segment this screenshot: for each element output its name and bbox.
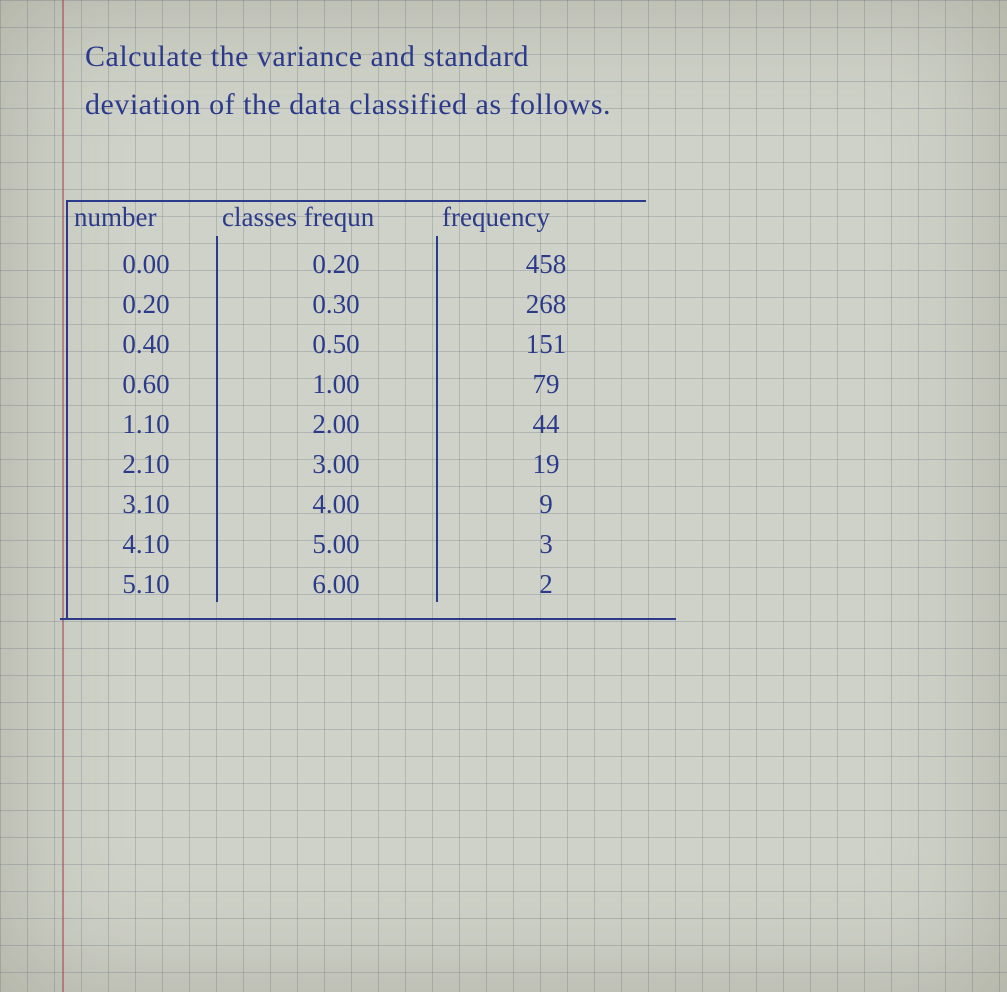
table-cell-lower: 0.20 [86,284,206,324]
table-cell-frequency: 3 [476,524,616,564]
table-cell-lower: 0.60 [86,364,206,404]
table-cell-lower: 5.10 [86,564,206,604]
table-cell-frequency: 268 [476,284,616,324]
table-cell-upper: 6.00 [256,564,416,604]
table-cell-frequency: 44 [476,404,616,444]
table-col-frequency: 458268151794419932 [476,244,616,604]
prompt-line-1: Calculate the variance and standard [85,40,987,74]
table-cell-upper: 1.00 [256,364,416,404]
table-cell-upper: 0.20 [256,244,416,284]
table-cell-upper: 5.00 [256,524,416,564]
table-border-bottom [60,618,676,620]
table-cell-lower: 0.40 [86,324,206,364]
table-col-sep-1 [216,236,218,602]
table-cell-frequency: 9 [476,484,616,524]
prompt-line-2: deviation of the data classified as foll… [85,88,987,122]
table-cell-frequency: 151 [476,324,616,364]
table-cell-upper: 4.00 [256,484,416,524]
table-col-lower: 0.000.200.400.601.102.103.104.105.10 [86,244,206,604]
handwriting-area: Calculate the variance and standard devi… [85,40,987,152]
table-cell-lower: 4.10 [86,524,206,564]
table-header-frequency: frequency [442,202,550,233]
table-header-classes: classes frequn [222,202,374,233]
table-cell-lower: 1.10 [86,404,206,444]
table-cell-frequency: 2 [476,564,616,604]
table-cell-lower: 0.00 [86,244,206,284]
table-cell-frequency: 458 [476,244,616,284]
table-cell-upper: 0.50 [256,324,416,364]
table-border-left [66,200,68,620]
table-cell-frequency: 19 [476,444,616,484]
table-cell-frequency: 79 [476,364,616,404]
table-col-sep-2 [436,236,438,602]
table-cell-upper: 0.30 [256,284,416,324]
table-cell-lower: 2.10 [86,444,206,484]
table-cell-lower: 3.10 [86,484,206,524]
data-table: number classes frequn frequency 0.000.20… [66,200,666,620]
table-col-upper: 0.200.300.501.002.003.004.005.006.00 [256,244,416,604]
table-cell-upper: 3.00 [256,444,416,484]
table-cell-upper: 2.00 [256,404,416,444]
table-header-number: number [74,202,156,233]
